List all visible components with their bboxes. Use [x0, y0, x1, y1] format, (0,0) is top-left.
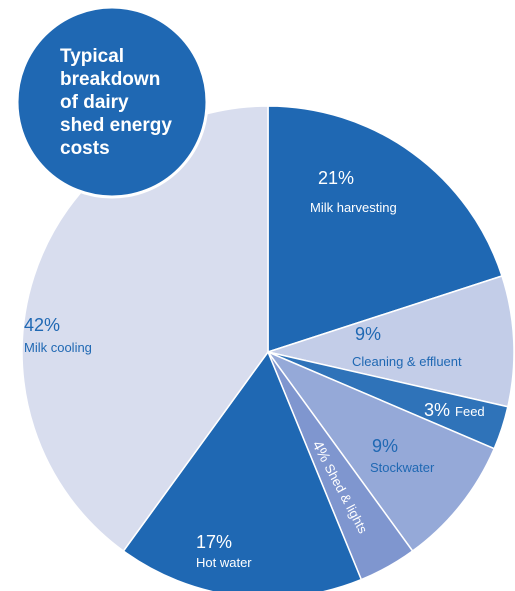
slice-percent-milk-cooling: 42% — [24, 315, 60, 335]
pie-slice-hot-water — [122, 350, 363, 591]
title-badge: Typical breakdown of dairy shed energy costs — [15, 5, 209, 199]
title-badge-circle — [15, 5, 209, 199]
chart-title-line: of dairy — [60, 92, 129, 113]
chart-title-line: breakdown — [60, 69, 160, 90]
slice-name-cleaning-and-effluent: Cleaning & effluent — [352, 354, 462, 369]
slice-percent-stockwater: 9% — [372, 436, 398, 456]
slice-name-hot-water: Hot water — [196, 555, 252, 570]
slice-name-stockwater: Stockwater — [370, 460, 435, 475]
pie-slice-cleaning-and-effluent — [265, 275, 515, 408]
slice-label-feed: 3% Feed — [424, 400, 485, 420]
slice-percent-cleaning-and-effluent: 9% — [355, 324, 381, 344]
chart-title-line: shed energy — [60, 115, 172, 136]
slice-name-milk-cooling: Milk cooling — [24, 340, 92, 355]
pie-slice-stockwater — [265, 350, 496, 553]
chart-title: Typical breakdown of dairy shed energy costs — [60, 46, 172, 159]
pie-slice-milk-harvesting — [267, 105, 503, 354]
chart-title-line: costs — [60, 138, 110, 159]
slice-name-feed: Feed — [455, 404, 485, 419]
slice-percent-hot-water: 17% — [196, 532, 232, 552]
slice-percent-feed: 3% — [424, 400, 455, 420]
slice-percent-milk-harvesting: 21% — [318, 168, 354, 188]
slice-name-milk-harvesting: Milk harvesting — [310, 200, 397, 215]
chart-title-line: Typical — [60, 46, 124, 67]
